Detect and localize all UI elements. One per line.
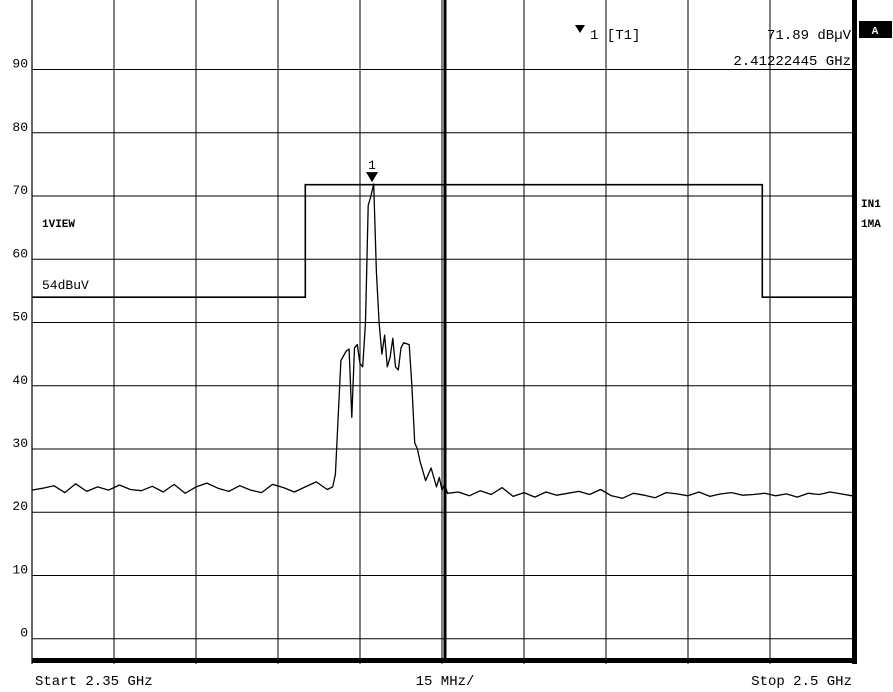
start-frequency: Start 2.35 GHz: [35, 674, 153, 690]
view-label: 1VIEW: [42, 219, 75, 231]
y-tick-label: 70: [12, 183, 28, 198]
stop-frequency: Stop 2.5 GHz: [751, 674, 852, 690]
marker-frequency-readout: 2.41222445 GHz: [733, 54, 851, 70]
trace-a-badge[interactable]: [859, 21, 892, 38]
y-tick-label: 50: [12, 310, 28, 325]
y-tick-label: 60: [12, 246, 28, 261]
marker-1-label: 1: [368, 158, 376, 173]
limit-line: [32, 183, 852, 299]
marker-readout-label: 1 [T1]: [590, 28, 640, 44]
right-axis-bar: [852, 0, 857, 664]
marker-readout-triangle-icon: [575, 25, 585, 33]
y-tick-label: 80: [12, 120, 28, 135]
y-tick-labels: 0 10 20 30 40 50 60 70 80 90: [12, 57, 28, 641]
y-tick-label: 20: [12, 499, 28, 514]
y-tick-label: 90: [12, 57, 28, 72]
marker-level-readout: 71.89 dBµV: [767, 28, 852, 44]
detector-label: 1MA: [861, 219, 881, 231]
limit-value-label: 54dBuV: [42, 278, 89, 293]
marker-1-triangle: [366, 172, 379, 183]
y-tick-label: 40: [12, 373, 28, 388]
y-tick-label: 30: [12, 436, 28, 451]
y-tick-label: 10: [12, 562, 28, 577]
y-tick-label: 0: [20, 626, 28, 641]
frequency-per-division: 15 MHz/: [416, 674, 475, 690]
input-label: IN1: [861, 199, 881, 211]
trace-line: [31, 183, 853, 499]
trace-a-badge-label: A: [871, 26, 878, 37]
grid: [32, 0, 852, 664]
